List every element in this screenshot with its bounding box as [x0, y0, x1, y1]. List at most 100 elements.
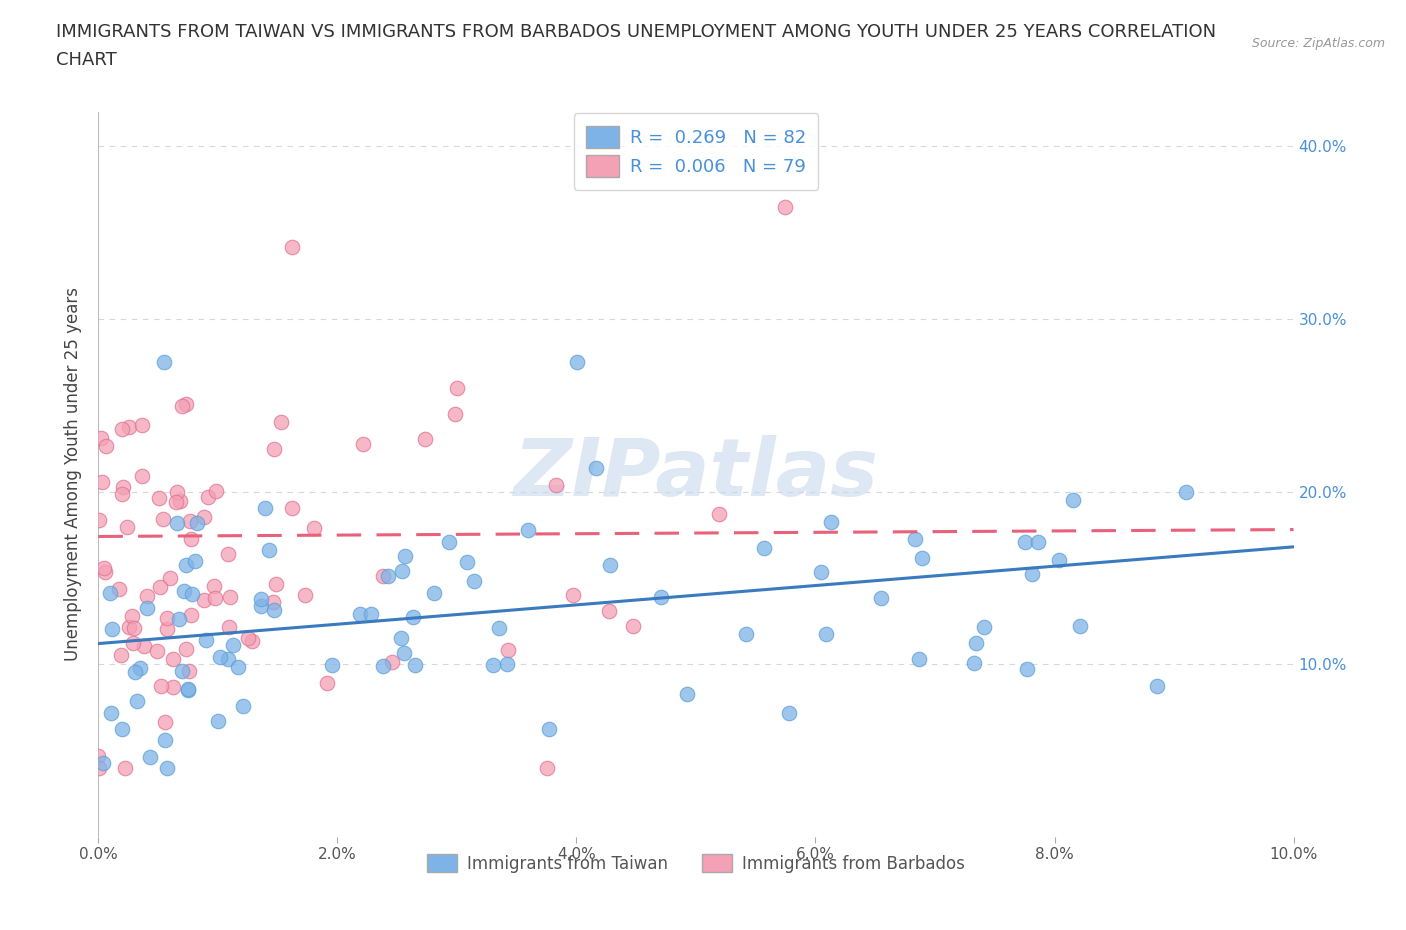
Point [349, 606, 371, 621]
Point [1146, 679, 1168, 694]
Point [1175, 485, 1198, 499]
Point [754, 540, 776, 555]
Point [152, 512, 174, 526]
Point [621, 618, 644, 633]
Point [172, 663, 194, 678]
Point [544, 478, 567, 493]
Point [238, 631, 260, 645]
Point [166, 485, 188, 500]
Point [437, 535, 460, 550]
Point [155, 610, 177, 625]
Point [280, 500, 302, 515]
Point [650, 589, 672, 604]
Point [402, 610, 425, 625]
Point [263, 603, 285, 618]
Point [257, 542, 280, 557]
Point [177, 682, 200, 697]
Point [139, 750, 162, 764]
Point [111, 486, 134, 501]
Point [122, 620, 145, 635]
Point [281, 239, 304, 254]
Point [217, 651, 239, 666]
Point [195, 632, 218, 647]
Point [134, 639, 156, 654]
Point [231, 698, 253, 713]
Point [89, 761, 111, 776]
Point [304, 521, 326, 536]
Point [148, 491, 170, 506]
Point [973, 620, 995, 635]
Point [121, 609, 143, 624]
Point [111, 421, 134, 436]
Point [250, 591, 273, 606]
Point [115, 519, 138, 534]
Point [179, 513, 201, 528]
Point [87, 749, 110, 764]
Point [585, 460, 607, 475]
Point [377, 569, 399, 584]
Point [169, 493, 191, 508]
Point [381, 655, 404, 670]
Point [371, 568, 394, 583]
Legend: Immigrants from Taiwan, Immigrants from Barbados: Immigrants from Taiwan, Immigrants from … [420, 847, 972, 880]
Point [707, 507, 730, 522]
Point [908, 651, 931, 666]
Point [254, 500, 277, 515]
Point [391, 564, 413, 578]
Point [166, 515, 188, 530]
Point [676, 686, 699, 701]
Point [101, 621, 124, 636]
Point [165, 495, 187, 510]
Point [111, 480, 134, 495]
Point [94, 439, 117, 454]
Point [360, 606, 382, 621]
Point [150, 678, 173, 693]
Point [170, 398, 193, 413]
Point [352, 436, 374, 451]
Point [145, 644, 167, 658]
Point [815, 627, 838, 642]
Point [153, 354, 176, 369]
Point [1062, 493, 1084, 508]
Point [262, 594, 284, 609]
Point [481, 658, 503, 672]
Point [180, 607, 202, 622]
Point [423, 585, 446, 600]
Point [135, 600, 157, 615]
Point [1069, 618, 1091, 633]
Point [778, 706, 800, 721]
Point [162, 680, 184, 695]
Point [734, 626, 756, 641]
Point [965, 636, 987, 651]
Point [561, 588, 583, 603]
Point [207, 713, 229, 728]
Y-axis label: Unemployment Among Youth under 25 years: Unemployment Among Youth under 25 years [65, 287, 83, 661]
Point [218, 620, 240, 635]
Point [222, 638, 245, 653]
Point [321, 658, 343, 672]
Point [193, 592, 215, 607]
Point [184, 553, 207, 568]
Point [186, 515, 208, 530]
Point [488, 620, 510, 635]
Text: IMMIGRANTS FROM TAIWAN VS IMMIGRANTS FROM BARBADOS UNEMPLOYMENT AMONG YOUTH UNDE: IMMIGRANTS FROM TAIWAN VS IMMIGRANTS FRO… [56, 23, 1216, 41]
Point [90, 431, 112, 445]
Point [496, 657, 519, 671]
Point [226, 659, 249, 674]
Point [1021, 566, 1043, 581]
Point [180, 532, 202, 547]
Point [963, 655, 986, 670]
Point [904, 532, 927, 547]
Point [443, 407, 465, 422]
Point [263, 442, 285, 457]
Point [118, 619, 141, 634]
Point [404, 658, 426, 672]
Point [100, 705, 122, 720]
Point [156, 622, 179, 637]
Point [565, 354, 588, 369]
Point [98, 585, 121, 600]
Point [392, 645, 415, 660]
Point [149, 579, 172, 594]
Point [773, 199, 796, 214]
Point [108, 582, 131, 597]
